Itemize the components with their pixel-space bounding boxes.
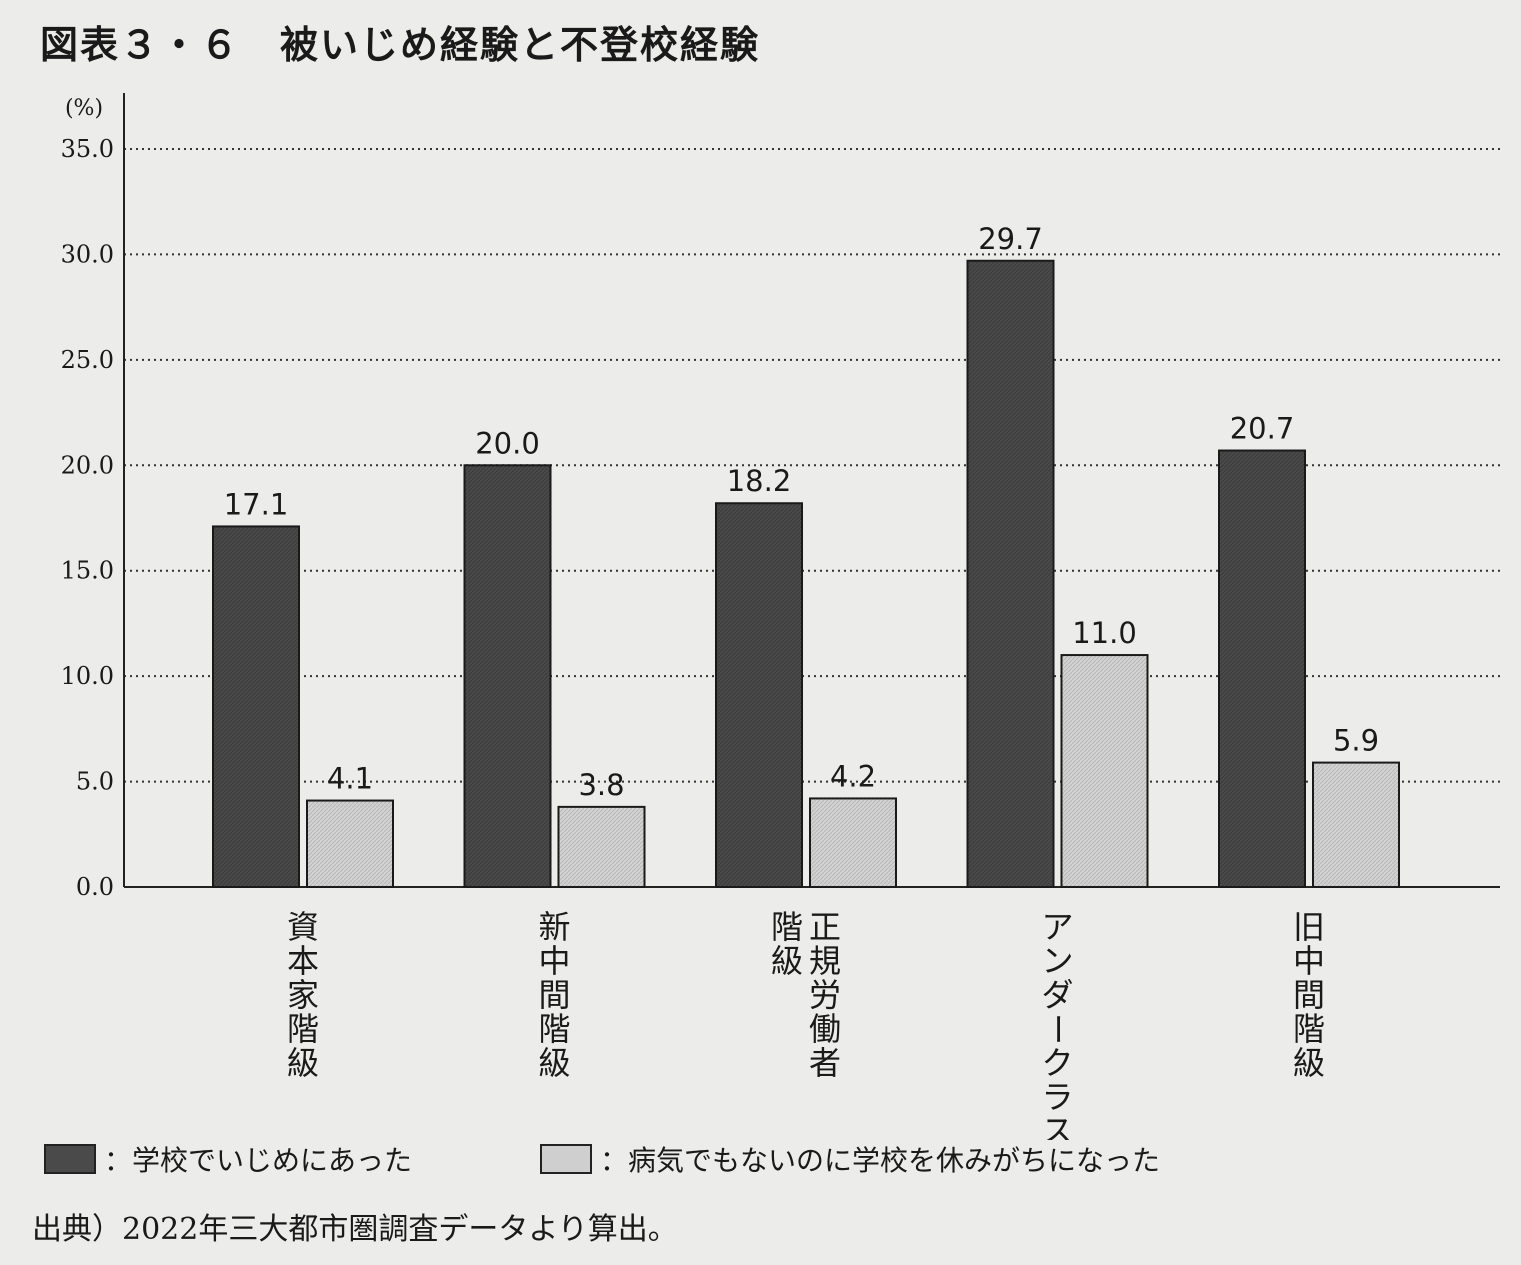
bar-bullying: [1218, 449, 1306, 888]
category-label-char: 資: [287, 908, 319, 946]
category-label-char: 者: [809, 1044, 841, 1082]
bar-chart: 0.0 5.0 10.0 15.0 20.0 25.0 30.0 35.0 (%) 17.1 4.…: [61, 93, 1500, 1140]
bar-absence: [557, 805, 646, 888]
category-label-char: 階: [538, 1010, 570, 1048]
bar-absence: [809, 797, 897, 888]
bar-bullying: [966, 259, 1055, 888]
data-label: 4.2: [830, 759, 876, 793]
category-label-char: ク: [1041, 1044, 1073, 1082]
legend-item-absence: ：病気でもないのに学校を休みがちになった: [540, 1142, 1161, 1177]
category-label-char: ー: [1039, 1013, 1077, 1045]
y-tick-label: 10.0: [61, 662, 114, 690]
category-label-char: ダ: [1041, 976, 1073, 1014]
legend-item-bullying: ：学校でいじめにあった: [44, 1142, 413, 1177]
legend-swatch-light: [540, 1144, 592, 1174]
data-label: 17.1: [224, 487, 289, 521]
bar-absence: [1060, 654, 1149, 888]
category-label-char: ン: [1041, 942, 1073, 980]
y-unit-label: (%): [65, 96, 103, 121]
data-label: 29.7: [978, 222, 1043, 256]
category-label-char: 労: [809, 976, 841, 1014]
y-tick-label: 20.0: [61, 451, 114, 479]
category-label-char: 旧: [1293, 908, 1325, 946]
y-tick-label: 30.0: [61, 240, 114, 268]
category-label-char: ラ: [1041, 1078, 1073, 1116]
bars: [212, 259, 1400, 889]
category-label-char: 規: [809, 942, 841, 980]
data-labels: 17.1 4.1 20.0 3.8 18.2 4.2 29.7 11.0 20.7 5.9: [224, 222, 1379, 802]
data-label: 20.7: [1230, 412, 1295, 446]
category-label-char: 級: [287, 1044, 319, 1082]
figure-title: 図表３・６ 被いじめ経験と不登校経験: [40, 23, 761, 67]
bar-bullying: [715, 502, 803, 888]
bar-bullying: [212, 525, 300, 888]
category-label-char: ア: [1041, 908, 1073, 946]
category-label-char: ス: [1041, 1112, 1073, 1140]
category-label-char: 中: [538, 942, 570, 980]
category-label-char: 階: [287, 1010, 319, 1048]
bar-bullying: [463, 464, 552, 888]
category-label-char: 新: [538, 908, 570, 946]
y-tick-label: 5.0: [76, 768, 114, 796]
data-label: 4.1: [327, 762, 373, 796]
y-tick-label: 15.0: [61, 557, 114, 585]
bar-absence: [306, 799, 394, 889]
category-label-char: 階: [1293, 1010, 1325, 1048]
bar-absence: [1312, 761, 1400, 889]
category-label-char: 級: [1293, 1044, 1325, 1082]
y-tick-label: 35.0: [61, 135, 114, 163]
y-tick-label: 25.0: [61, 346, 114, 374]
y-tick-labels: 0.0 5.0 10.0 15.0 20.0 25.0 30.0 35.0 (%): [61, 96, 114, 901]
category-label-char: 家: [287, 976, 319, 1014]
category-label-char: 間: [1293, 976, 1325, 1014]
category-label-char: 中: [1293, 942, 1325, 980]
category-label-char: 級: [771, 942, 803, 980]
category-label-char: 級: [538, 1044, 570, 1082]
source-note: 出典）2022年三大都市圏調査データより算出。: [32, 1212, 678, 1247]
data-label: 11.0: [1072, 616, 1137, 650]
data-label: 18.2: [727, 464, 792, 498]
category-label-char: 正: [809, 908, 841, 946]
y-tick-label: 0.0: [76, 873, 114, 901]
data-label: 20.0: [475, 426, 540, 460]
legend-label-absence: ：病気でもないのに学校を休みがちになった: [600, 1144, 1161, 1177]
legend-swatch-dark: [44, 1144, 96, 1174]
legend-label-bullying: ：学校でいじめにあった: [104, 1144, 413, 1177]
data-label: 3.8: [578, 768, 624, 802]
category-label-char: 階: [771, 908, 803, 946]
category-label-char: 働: [809, 1010, 841, 1048]
category-label-char: 本: [287, 942, 319, 980]
data-label: 5.9: [1333, 724, 1379, 758]
category-label-char: 間: [538, 976, 570, 1014]
